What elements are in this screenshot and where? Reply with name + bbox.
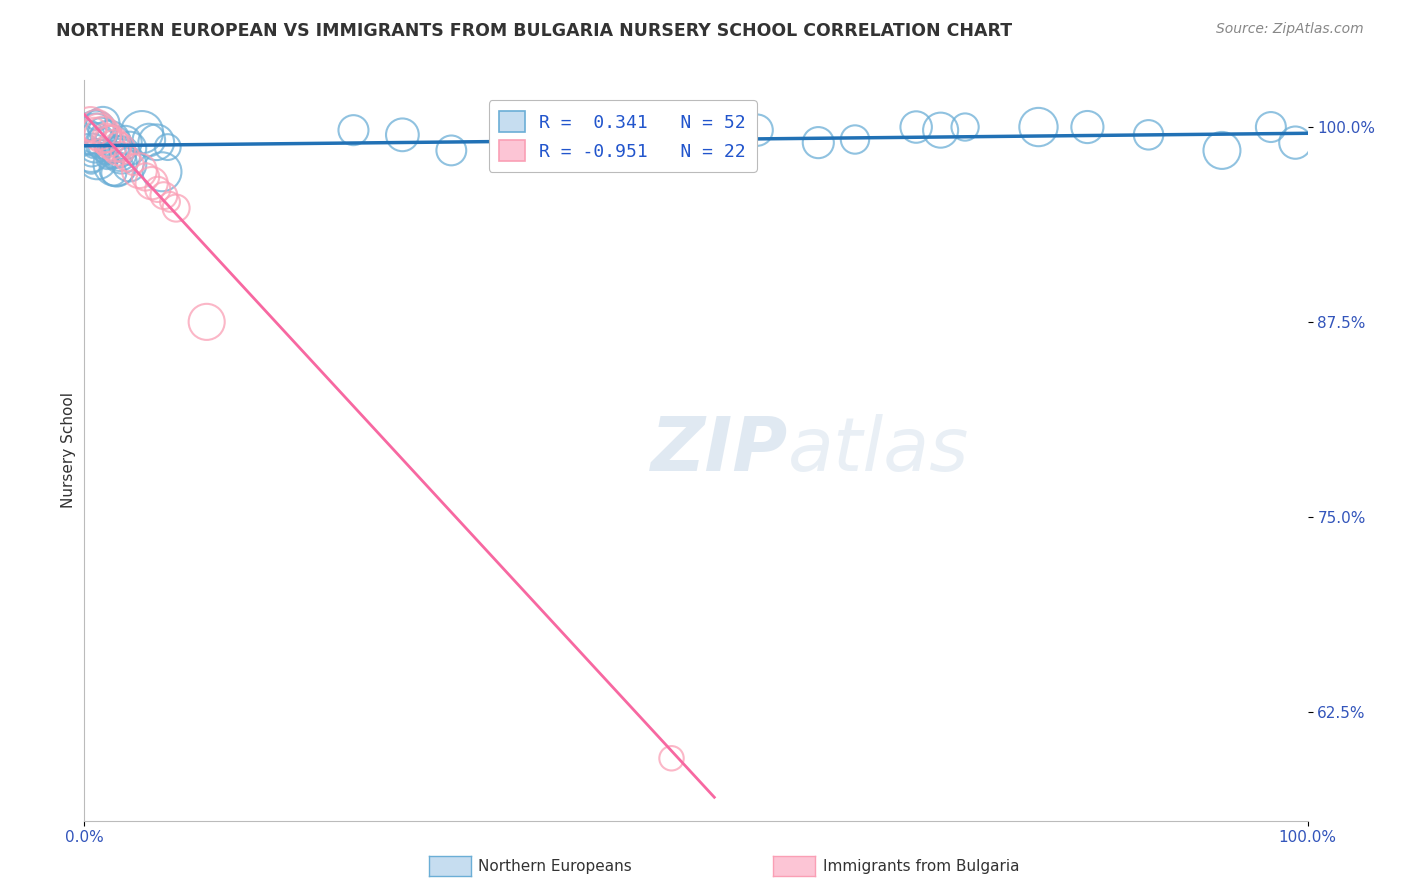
Point bbox=[905, 120, 928, 134]
Point bbox=[91, 116, 114, 130]
Point bbox=[138, 133, 160, 147]
Point bbox=[105, 162, 128, 177]
Point bbox=[80, 145, 103, 160]
Text: ZIP: ZIP bbox=[651, 414, 787, 487]
Point bbox=[101, 147, 124, 161]
Point bbox=[108, 148, 131, 162]
Point bbox=[94, 147, 117, 161]
Point bbox=[153, 188, 176, 202]
Point bbox=[612, 136, 634, 150]
Text: NORTHERN EUROPEAN VS IMMIGRANTS FROM BULGARIA NURSERY SCHOOL CORRELATION CHART: NORTHERN EUROPEAN VS IMMIGRANTS FROM BUL… bbox=[56, 22, 1012, 40]
Text: Northern Europeans: Northern Europeans bbox=[478, 859, 631, 873]
Point bbox=[87, 125, 110, 139]
Point bbox=[104, 138, 127, 153]
Point bbox=[91, 128, 114, 142]
Point bbox=[1260, 120, 1282, 134]
Point bbox=[156, 140, 179, 154]
Point bbox=[84, 128, 107, 142]
Point bbox=[86, 153, 108, 167]
Point bbox=[661, 751, 683, 765]
Point bbox=[195, 315, 218, 329]
Point bbox=[98, 135, 121, 149]
Point bbox=[391, 128, 413, 142]
Point bbox=[86, 120, 108, 134]
Point bbox=[115, 151, 138, 165]
Point bbox=[84, 112, 107, 127]
Point bbox=[159, 194, 181, 209]
Point bbox=[84, 136, 107, 150]
Point bbox=[146, 182, 169, 196]
Point bbox=[145, 135, 167, 149]
Point bbox=[82, 142, 104, 156]
Point bbox=[1137, 128, 1160, 142]
Text: Source: ZipAtlas.com: Source: ZipAtlas.com bbox=[1216, 22, 1364, 37]
Point bbox=[100, 136, 122, 150]
Point bbox=[107, 145, 129, 159]
Point bbox=[502, 120, 524, 134]
Point bbox=[929, 123, 952, 137]
Text: Immigrants from Bulgaria: Immigrants from Bulgaria bbox=[823, 859, 1019, 873]
Point bbox=[90, 136, 112, 150]
Point bbox=[709, 138, 731, 153]
Point bbox=[440, 144, 463, 158]
Point bbox=[107, 142, 129, 156]
Point bbox=[342, 123, 364, 137]
Point bbox=[562, 144, 585, 158]
Point bbox=[150, 165, 173, 179]
Point bbox=[165, 201, 187, 215]
Point bbox=[1211, 144, 1233, 158]
Point bbox=[1028, 120, 1050, 134]
Point bbox=[844, 132, 866, 146]
Point bbox=[83, 123, 105, 137]
Point bbox=[1284, 136, 1306, 150]
Point bbox=[110, 145, 132, 159]
Point bbox=[80, 156, 103, 170]
Point bbox=[747, 123, 769, 137]
Point bbox=[110, 148, 132, 162]
Point bbox=[135, 169, 157, 184]
Point bbox=[807, 136, 830, 150]
Point bbox=[90, 123, 112, 137]
Point bbox=[103, 166, 125, 180]
Point bbox=[661, 128, 683, 142]
Point bbox=[76, 130, 98, 145]
Point bbox=[79, 117, 101, 131]
Point bbox=[131, 125, 153, 139]
Point bbox=[1076, 120, 1098, 134]
Point bbox=[141, 176, 163, 190]
Point bbox=[101, 137, 124, 152]
Point bbox=[114, 136, 136, 150]
Legend: R =  0.341   N = 52, R = -0.951   N = 22: R = 0.341 N = 52, R = -0.951 N = 22 bbox=[488, 101, 756, 172]
Point bbox=[122, 157, 145, 171]
Point bbox=[128, 163, 150, 178]
Point bbox=[104, 157, 127, 171]
Text: atlas: atlas bbox=[787, 415, 969, 486]
Point bbox=[84, 125, 107, 139]
Point bbox=[80, 145, 103, 160]
Point bbox=[953, 120, 976, 134]
Point bbox=[97, 134, 120, 148]
Point bbox=[96, 151, 118, 165]
Point bbox=[118, 141, 141, 155]
Point bbox=[118, 157, 141, 171]
Y-axis label: Nursery School: Nursery School bbox=[60, 392, 76, 508]
Point bbox=[96, 131, 118, 145]
